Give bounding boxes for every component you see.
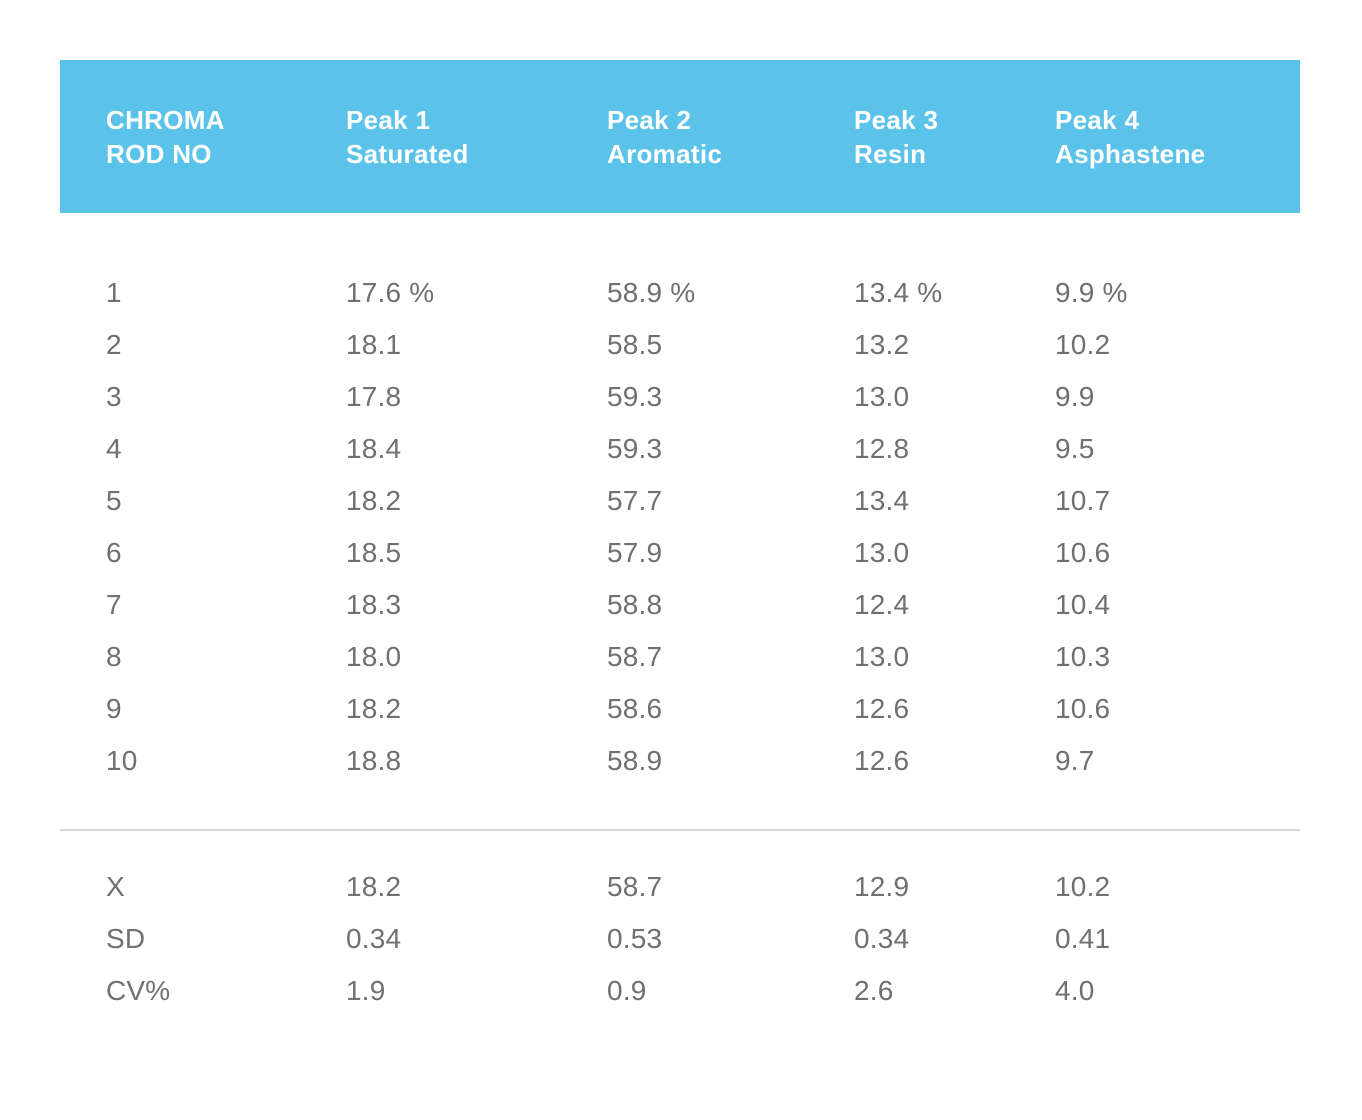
cell-value: 13.0 <box>854 537 910 568</box>
cell-value: 12.6 <box>854 693 910 724</box>
cell-value: 0.34 <box>346 923 402 954</box>
cell-value: 58.8 <box>607 589 663 620</box>
row-label: 8 <box>106 641 122 672</box>
cell-value: 9.9 % <box>1055 277 1128 308</box>
cell-value: 18.4 <box>346 433 402 464</box>
cell-value: 12.9 <box>854 871 910 902</box>
column-header-line1: CHROMA <box>106 104 225 135</box>
cell-value: 10.3 <box>1055 641 1111 672</box>
row-label: CV% <box>106 975 171 1006</box>
cell-value: 2.6 <box>854 975 894 1006</box>
row-label: 3 <box>106 381 122 412</box>
table-row: 1 17.6 % 58.9 % 13.4 % 9.9 % <box>60 267 1300 319</box>
column-header-line1: Peak 1 <box>346 104 431 135</box>
row-label: 7 <box>106 589 122 620</box>
cell-value: 0.41 <box>1055 923 1111 954</box>
cell-value: 57.7 <box>607 485 663 516</box>
row-label: 1 <box>106 277 122 308</box>
table-body: 1 17.6 % 58.9 % 13.4 % 9.9 % 2 18.1 58.5 13.2 10.… <box>60 213 1300 787</box>
cell-value: 13.0 <box>854 381 910 412</box>
row-label: X <box>106 871 125 902</box>
table-row: 9 18.2 58.6 12.6 10.6 <box>60 683 1300 735</box>
cell-value: 59.3 <box>607 381 663 412</box>
cell-value: 13.0 <box>854 641 910 672</box>
column-header-line1: Peak 3 <box>854 104 939 135</box>
cell-value: 10.7 <box>1055 485 1111 516</box>
cell-value: 10.6 <box>1055 537 1111 568</box>
summary-divider <box>60 829 1300 831</box>
cell-value: 18.2 <box>346 693 402 724</box>
cell-value: 13.2 <box>854 329 910 360</box>
column-header-line2: Aromatic <box>607 138 723 169</box>
cell-value: 57.9 <box>607 537 663 568</box>
cell-value: 18.8 <box>346 745 402 776</box>
table-row: 4 18.4 59.3 12.8 9.5 <box>60 423 1300 475</box>
cell-value: 10.2 <box>1055 871 1111 902</box>
table-row: 6 18.5 57.9 13.0 10.6 <box>60 527 1300 579</box>
table-row: 8 18.0 58.7 13.0 10.3 <box>60 631 1300 683</box>
column-header-line2: Asphastene <box>1055 138 1206 169</box>
cell-value: 12.8 <box>854 433 910 464</box>
summary-row: SD 0.34 0.53 0.34 0.41 <box>60 913 1300 965</box>
column-header-peak1-saturated: Peak 1 Saturated <box>346 103 607 171</box>
row-label: 2 <box>106 329 122 360</box>
row-label: 6 <box>106 537 122 568</box>
summary-row: CV% 1.9 0.9 2.6 4.0 <box>60 965 1300 1017</box>
cell-value: 12.6 <box>854 745 910 776</box>
cell-value: 18.5 <box>346 537 402 568</box>
header-row: CHROMA ROD NO Peak 1 Saturated Peak 2 Ar… <box>60 103 1300 171</box>
cell-value: 58.7 <box>607 641 663 672</box>
cell-value: 4.0 <box>1055 975 1095 1006</box>
cell-value: 17.6 % <box>346 277 435 308</box>
cell-value: 9.9 <box>1055 381 1095 412</box>
cell-value: 18.1 <box>346 329 402 360</box>
table-row: 7 18.3 58.8 12.4 10.4 <box>60 579 1300 631</box>
cell-value: 59.3 <box>607 433 663 464</box>
cell-value: 10.4 <box>1055 589 1111 620</box>
column-header-peak3-resin: Peak 3 Resin <box>854 103 1055 171</box>
cell-value: 10.2 <box>1055 329 1111 360</box>
table-row: 2 18.1 58.5 13.2 10.2 <box>60 319 1300 371</box>
cell-value: 58.6 <box>607 693 663 724</box>
cell-value: 0.53 <box>607 923 663 954</box>
table-header: CHROMA ROD NO Peak 1 Saturated Peak 2 Ar… <box>60 60 1300 213</box>
row-label: 10 <box>106 745 138 776</box>
cell-value: 0.34 <box>854 923 910 954</box>
table-card: CHROMA ROD NO Peak 1 Saturated Peak 2 Ar… <box>60 60 1300 1059</box>
cell-value: 58.9 % <box>607 277 696 308</box>
column-header-line2: Resin <box>854 138 927 169</box>
cell-value: 18.2 <box>346 485 402 516</box>
row-label: 4 <box>106 433 122 464</box>
cell-value: 17.8 <box>346 381 402 412</box>
table-row: 10 18.8 58.9 12.6 9.7 <box>60 735 1300 787</box>
column-header-line1: Peak 2 <box>607 104 692 135</box>
column-header-line2: ROD NO <box>106 138 212 169</box>
table-row: 3 17.8 59.3 13.0 9.9 <box>60 371 1300 423</box>
table-row: 5 18.2 57.7 13.4 10.7 <box>60 475 1300 527</box>
cell-value: 1.9 <box>346 975 386 1006</box>
row-label: 5 <box>106 485 122 516</box>
cell-value: 10.6 <box>1055 693 1111 724</box>
summary-row: X 18.2 58.7 12.9 10.2 <box>60 861 1300 913</box>
table-summary: X 18.2 58.7 12.9 10.2 SD 0.34 0.53 0.34 0.41 CV% 1.… <box>60 831 1300 1017</box>
cell-value: 18.2 <box>346 871 402 902</box>
cell-value: 9.5 <box>1055 433 1095 464</box>
cell-value: 9.7 <box>1055 745 1095 776</box>
column-header-line2: Saturated <box>346 138 469 169</box>
cell-value: 58.9 <box>607 745 663 776</box>
cell-value: 12.4 <box>854 589 910 620</box>
column-header-line1: Peak 4 <box>1055 104 1140 135</box>
cell-value: 58.7 <box>607 871 663 902</box>
cell-value: 58.5 <box>607 329 663 360</box>
row-label: SD <box>106 923 146 954</box>
cell-value: 18.3 <box>346 589 402 620</box>
cell-value: 13.4 <box>854 485 910 516</box>
row-label: 9 <box>106 693 122 724</box>
column-header-peak2-aromatic: Peak 2 Aromatic <box>607 103 854 171</box>
column-header-chroma-rod-no: CHROMA ROD NO <box>106 103 346 171</box>
cell-value: 0.9 <box>607 975 647 1006</box>
column-header-peak4-asphastene: Peak 4 Asphastene <box>1055 103 1290 171</box>
cell-value: 13.4 % <box>854 277 943 308</box>
cell-value: 18.0 <box>346 641 402 672</box>
